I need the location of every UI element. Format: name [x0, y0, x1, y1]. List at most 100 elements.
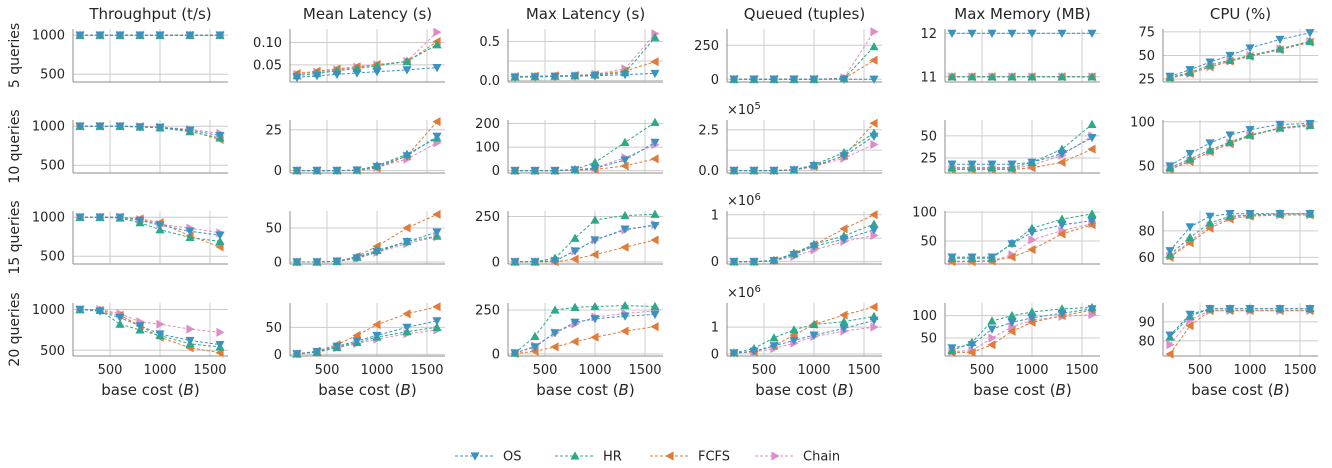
data-point	[620, 225, 630, 234]
data-point	[155, 31, 165, 40]
data-point	[869, 302, 878, 312]
x-tick-label: 500	[752, 363, 777, 378]
data-point	[620, 300, 630, 310]
data-point	[590, 315, 600, 324]
series-line	[952, 213, 1093, 259]
data-point	[1027, 244, 1036, 255]
data-point	[620, 326, 629, 336]
data-point	[869, 41, 879, 51]
data-point	[839, 75, 849, 84]
series-chain	[948, 310, 1097, 357]
data-point	[590, 215, 600, 224]
data-point	[1027, 29, 1037, 39]
data-point	[1305, 210, 1315, 219]
y-offset-label: ×105	[727, 101, 761, 118]
y-tick-label: 50	[265, 321, 282, 336]
series-os	[510, 69, 660, 83]
data-point	[115, 314, 125, 323]
data-point	[185, 227, 195, 236]
data-point	[987, 325, 997, 334]
row-label: 15 queries	[7, 200, 23, 274]
data-point	[1225, 210, 1235, 219]
data-point	[1165, 349, 1174, 359]
data-point	[947, 29, 957, 39]
data-point	[839, 224, 848, 234]
data-point	[1245, 210, 1255, 219]
data-point	[510, 258, 520, 267]
data-point	[1205, 218, 1215, 227]
data-point	[570, 318, 580, 328]
data-point	[1205, 139, 1215, 148]
series-os	[510, 310, 660, 358]
series-line	[734, 122, 875, 172]
column-title: Queued (tuples)	[744, 5, 865, 23]
data-point	[967, 347, 976, 358]
x-tick-label: 1500	[628, 363, 661, 378]
x-tick-label: 1000	[1233, 363, 1266, 378]
data-point	[809, 319, 819, 329]
legend-label: OS	[503, 450, 521, 465]
data-point	[1057, 29, 1067, 39]
data-point	[312, 166, 322, 176]
series-line	[734, 223, 875, 263]
data-point	[312, 72, 322, 81]
data-point	[1185, 66, 1195, 75]
panel: 25 50 75	[1138, 25, 1318, 88]
data-point	[570, 254, 579, 264]
series-os	[947, 134, 1097, 169]
data-point	[95, 31, 105, 40]
data-point	[432, 209, 441, 220]
series-fcfs	[510, 322, 659, 359]
data-point	[155, 221, 165, 230]
y-tick-label: 1000	[32, 211, 65, 226]
data-point	[1305, 119, 1315, 129]
panel: 11 12	[920, 27, 1100, 85]
y-tick-label: 12	[920, 27, 937, 42]
data-point	[402, 309, 411, 319]
data-point	[650, 57, 659, 67]
series-os	[947, 29, 1097, 39]
data-point	[312, 258, 322, 267]
data-point	[75, 122, 85, 131]
data-point	[1165, 72, 1175, 82]
data-point	[749, 75, 759, 84]
panel: 50 100	[1130, 115, 1318, 174]
data-point	[809, 75, 819, 84]
y-offset-label: ×106	[727, 192, 761, 209]
data-point	[749, 258, 759, 267]
series-line	[515, 144, 656, 172]
row-label: 20 queries	[7, 292, 23, 366]
data-point	[432, 64, 442, 73]
data-point	[1245, 305, 1255, 314]
series-os	[947, 305, 1097, 353]
data-point	[432, 302, 441, 312]
data-point	[1275, 210, 1285, 219]
data-point	[550, 257, 560, 266]
series-os	[947, 217, 1097, 262]
data-point	[570, 302, 580, 311]
data-point	[1027, 158, 1037, 168]
data-point	[115, 122, 125, 131]
data-point	[550, 167, 560, 176]
data-point	[590, 72, 600, 81]
y-tick-label: 2.5	[698, 123, 719, 138]
data-point	[1305, 305, 1315, 314]
series-os	[1165, 210, 1315, 256]
series-os	[510, 138, 660, 176]
data-point	[75, 31, 85, 40]
data-point	[1185, 321, 1194, 331]
data-point	[372, 68, 382, 77]
data-point	[75, 305, 85, 315]
series-os	[1165, 305, 1315, 340]
data-point	[620, 70, 630, 80]
column-title: Throughput (t/s)	[88, 5, 211, 23]
data-point	[332, 342, 342, 351]
data-point	[789, 166, 799, 175]
data-point	[292, 350, 302, 359]
data-point	[352, 337, 362, 346]
y-tick-label: 90	[1138, 315, 1155, 330]
data-point	[115, 319, 125, 328]
data-point	[967, 253, 977, 262]
data-point	[869, 210, 878, 220]
data-point	[352, 69, 362, 78]
